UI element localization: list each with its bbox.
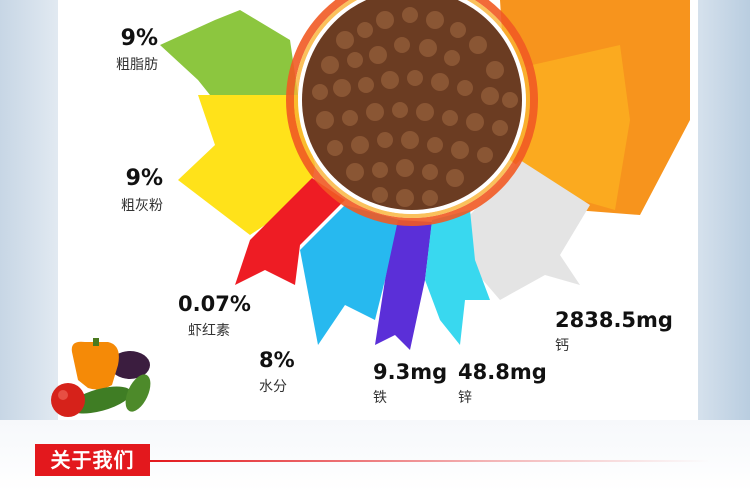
segment-iron [375, 220, 432, 350]
heading-divider [150, 460, 710, 462]
fat-name: 粗脂肪 [116, 57, 158, 73]
segment-calcium [470, 160, 590, 300]
fat-value: 9% [120, 26, 158, 51]
segment-ash [178, 95, 315, 235]
segment-fat [160, 10, 298, 95]
ash-name: 粗灰粉 [121, 198, 163, 214]
inner-ring-light [294, 0, 530, 218]
ash-value: 9% [125, 166, 163, 191]
iron-value: 9.3mg [373, 360, 448, 384]
calcium-value: 2838.5mg [555, 308, 673, 332]
moisture-value: 8% [259, 348, 295, 372]
segment-right-orange [510, 45, 630, 210]
calcium-name: 钙 [555, 338, 569, 354]
kibble-pellets-image [302, 0, 522, 210]
about-us-heading[interactable]: 关于我们 [35, 444, 150, 476]
segment-moisture [300, 205, 400, 345]
segment-astaxanthin [235, 178, 345, 285]
moisture-name: 水分 [259, 379, 287, 395]
segment-zinc [425, 210, 490, 345]
iron-name: 铁 [373, 390, 387, 406]
vegetables-image [51, 338, 151, 417]
inner-ring [286, 0, 538, 226]
zinc-value: 48.8mg [458, 360, 547, 384]
astaxanthin-value: 0.07% [178, 292, 251, 316]
zinc-name: 锌 [458, 390, 472, 406]
astaxanthin-name: 虾红素 [188, 323, 230, 339]
